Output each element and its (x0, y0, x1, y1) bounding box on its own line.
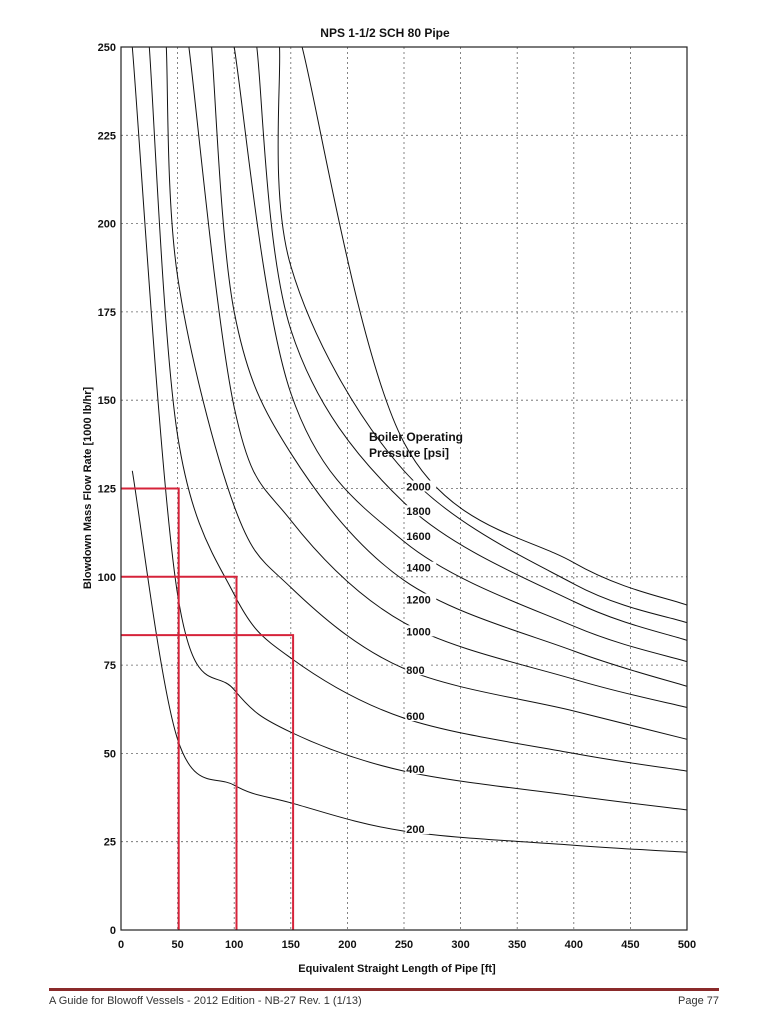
grid-lines (121, 47, 687, 930)
y-tick-label-10: 250 (98, 42, 116, 54)
plot-frame (120, 46, 688, 931)
legend-title-line-2: Pressure [psi] (369, 446, 449, 460)
curve-label-1600: 1600 (406, 531, 430, 543)
curve-label-bg-1600 (405, 529, 437, 541)
y-tick-label-3: 75 (104, 660, 116, 672)
curve-labels: 200 400 600 800 1000 1200 1400 1600 1800 2000 (405, 480, 437, 836)
y-tick-label-4: 100 (98, 572, 116, 584)
y-tick-label-7: 175 (98, 307, 116, 319)
curve-label-bg-1200 (405, 593, 437, 605)
x-tick-label-10: 500 (678, 939, 696, 951)
y-axis-label: Blowdown Mass Flow Rate [1000 lb/hr] (82, 387, 94, 590)
x-tick-label-9: 450 (621, 939, 639, 951)
x-tick-label-4: 200 (338, 939, 356, 951)
x-axis-label: Equivalent Straight Length of Pipe [ft] (298, 963, 496, 975)
curve-label-bg-400 (405, 763, 430, 775)
footer-document-title: A Guide for Blowoff Vessels - 2012 Editi… (49, 995, 362, 1007)
x-tick-label-8: 400 (565, 939, 583, 951)
y-tick-label-0: 0 (110, 925, 116, 937)
x-tick-label-3: 150 (282, 939, 300, 951)
curve-label-bg-1000 (405, 625, 437, 637)
curve-label-600: 600 (406, 711, 424, 723)
curve-label-1800: 1800 (406, 506, 430, 518)
x-tick-label-7: 350 (508, 939, 526, 951)
curve-label-bg-1400 (405, 561, 437, 573)
x-tick-label-2: 100 (225, 939, 243, 951)
curve-label-bg-800 (405, 664, 430, 676)
curve-1200-psi (211, 46, 688, 687)
x-tick-label-5: 250 (395, 939, 413, 951)
y-tick-label-5: 125 (98, 484, 116, 496)
x-tick-label-6: 300 (451, 939, 469, 951)
curve-label-bg-1800 (405, 505, 437, 517)
y-tick-label-9: 225 (98, 130, 116, 142)
curve-label-800: 800 (406, 665, 424, 677)
footer-page-number: Page 77 (678, 995, 719, 1007)
curve-label-bg-200 (405, 823, 430, 835)
y-tick-label-6: 150 (98, 395, 116, 407)
curve-label-1400: 1400 (406, 563, 430, 575)
curve-400-psi (131, 46, 688, 811)
curve-2000-psi (301, 46, 688, 606)
curve-200-psi (131, 470, 688, 853)
flow-rate-chart: NPS 1-1/2 SCH 80 Pipe 0 25 50 75 100 125 150 17… (82, 26, 696, 975)
curve-1800-psi (277, 46, 688, 624)
curve-label-400: 400 (406, 764, 424, 776)
curve-label-bg-600 (405, 710, 430, 722)
x-tick-label-1: 50 (171, 939, 183, 951)
curve-800-psi (165, 46, 688, 740)
red-annotation-line-2 (121, 575, 238, 930)
red-annotation-line-1 (121, 487, 180, 930)
curve-1000-psi (188, 46, 688, 708)
legend-title-line-1: Boiler Operating (369, 430, 463, 444)
red-annotation-line-3 (121, 634, 295, 930)
red-annotation-lines (121, 487, 295, 930)
x-tick-labels: 0 50 100 150 200 250 300 350 400 450 500 (118, 939, 696, 951)
curve-1600-psi (256, 46, 688, 641)
pressure-curves (131, 46, 688, 853)
curve-label-2000: 2000 (406, 482, 430, 494)
x-tick-label-0: 0 (118, 939, 124, 951)
y-tick-label-2: 50 (104, 748, 116, 760)
curve-label-1200: 1200 (406, 595, 430, 607)
curve-label-1000: 1000 (406, 626, 430, 638)
curve-1400-psi (233, 46, 688, 663)
curve-label-bg-2000 (405, 480, 437, 492)
curve-label-200: 200 (406, 824, 424, 836)
y-tick-labels: 0 25 50 75 100 125 150 175 200 225 250 (98, 42, 116, 937)
y-tick-label-8: 200 (98, 219, 116, 231)
curve-600-psi (148, 46, 688, 772)
page-footer: A Guide for Blowoff Vessels - 2012 Editi… (49, 988, 719, 1009)
chart-title: NPS 1-1/2 SCH 80 Pipe (320, 26, 450, 40)
y-tick-label-1: 25 (104, 837, 116, 849)
